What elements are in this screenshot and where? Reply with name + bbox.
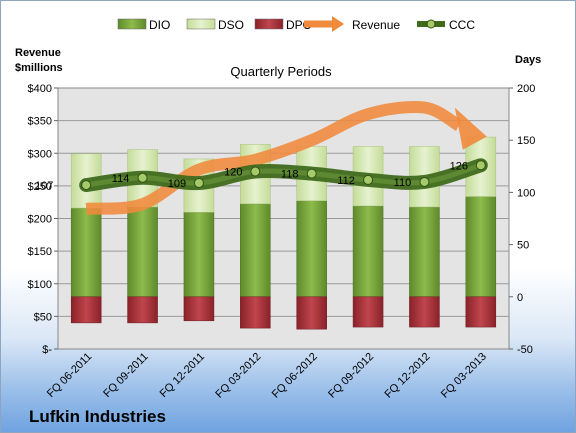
- ccc-point: [475, 160, 486, 171]
- bar-dio: [127, 206, 158, 298]
- ccc-data-label: 114: [112, 173, 130, 185]
- left-axis-title-line2: $millions: [15, 62, 63, 74]
- bar-dpo: [409, 296, 440, 328]
- left-tick-label: $-: [42, 344, 52, 356]
- bar-dio: [409, 206, 440, 298]
- bar-dpo: [240, 296, 271, 329]
- bar-dpo: [183, 296, 215, 322]
- bar-dio: [70, 207, 102, 298]
- x-tick-label: FQ 12-2011: [158, 351, 207, 400]
- bar-dpo: [296, 296, 327, 330]
- x-tick-label: FQ 12-2012: [383, 351, 433, 401]
- x-tick-label: FQ 06-2012: [270, 351, 320, 401]
- x-tick-label: FQ 06-2011: [45, 351, 94, 400]
- legend-revenue-arrowhead: [332, 16, 344, 32]
- chart-title: Quarterly Periods: [230, 64, 332, 79]
- bar-dpo: [465, 296, 497, 328]
- ccc-point: [250, 166, 261, 177]
- left-tick-label: $250: [28, 181, 52, 193]
- left-tick-label: $100: [28, 279, 52, 291]
- left-tick-label: $300: [28, 148, 52, 160]
- x-tick-label: FQ 03-2013: [439, 351, 489, 401]
- ccc-point: [137, 172, 148, 183]
- bar-dio: [183, 211, 215, 298]
- x-tick-label: FQ 03-2012: [213, 351, 263, 401]
- x-tick-label: FQ 09-2012: [326, 351, 376, 401]
- bar-dio: [296, 200, 327, 298]
- legend-label-revenue: Revenue: [352, 18, 400, 32]
- bar-dpo: [127, 296, 158, 324]
- legend-label-dso: DSO: [218, 18, 244, 32]
- company-name: Lufkin Industries: [29, 407, 166, 426]
- bar-dpo: [352, 296, 384, 328]
- ccc-data-label: 118: [281, 169, 299, 181]
- ccc-data-label: 126: [450, 160, 468, 172]
- legend-label-ccc: CCC: [449, 18, 475, 32]
- ccc-data-label: 120: [224, 167, 242, 179]
- ccc-point: [81, 180, 92, 191]
- legend-ccc-marker: [426, 19, 436, 29]
- revenue-line: [85, 101, 462, 215]
- legend-swatch-dpo: [254, 18, 284, 30]
- left-tick-label: $200: [28, 214, 52, 226]
- left-tick-label: $50: [34, 311, 52, 323]
- legend: DIO DSO DPO Revenue CCC: [117, 16, 475, 32]
- left-tick-label: $150: [28, 246, 52, 258]
- legend-label-dio: DIO: [149, 18, 170, 32]
- right-tick-label: 50: [517, 240, 529, 252]
- right-tick-label: 150: [517, 135, 535, 147]
- ccc-data-label: 112: [337, 175, 355, 187]
- plot-area: $- $50 $100 $150 $200 $250 $300 $350 $400 -50 0 50 1…: [28, 83, 536, 401]
- bar-dpo: [70, 296, 102, 324]
- right-axis-title: Days: [515, 54, 541, 66]
- ccc-point: [306, 168, 317, 179]
- left-tick-label: $350: [28, 116, 52, 128]
- left-tick-label: $400: [28, 83, 52, 95]
- ccc-data-label: 107: [35, 180, 53, 192]
- ccc-point: [363, 174, 374, 185]
- ccc-data-label: 110: [394, 177, 412, 189]
- bar-dio: [240, 203, 271, 298]
- ccc-point: [419, 176, 430, 187]
- ccc-point: [193, 178, 204, 189]
- right-tick-label: 0: [517, 292, 523, 304]
- legend-swatch-dso: [186, 18, 216, 30]
- bar-dio: [465, 196, 497, 298]
- bar-dio: [352, 205, 384, 298]
- legend-swatch-dio: [117, 18, 147, 30]
- left-axis-title-line1: Revenue: [15, 47, 61, 59]
- right-tick-label: 100: [517, 187, 535, 199]
- revenue-arrowhead: [454, 107, 487, 150]
- right-tick-label: 200: [517, 83, 535, 95]
- right-tick-label: -50: [517, 344, 533, 356]
- x-tick-label: FQ 09-2011: [101, 351, 150, 400]
- ccc-data-label: 109: [168, 178, 186, 190]
